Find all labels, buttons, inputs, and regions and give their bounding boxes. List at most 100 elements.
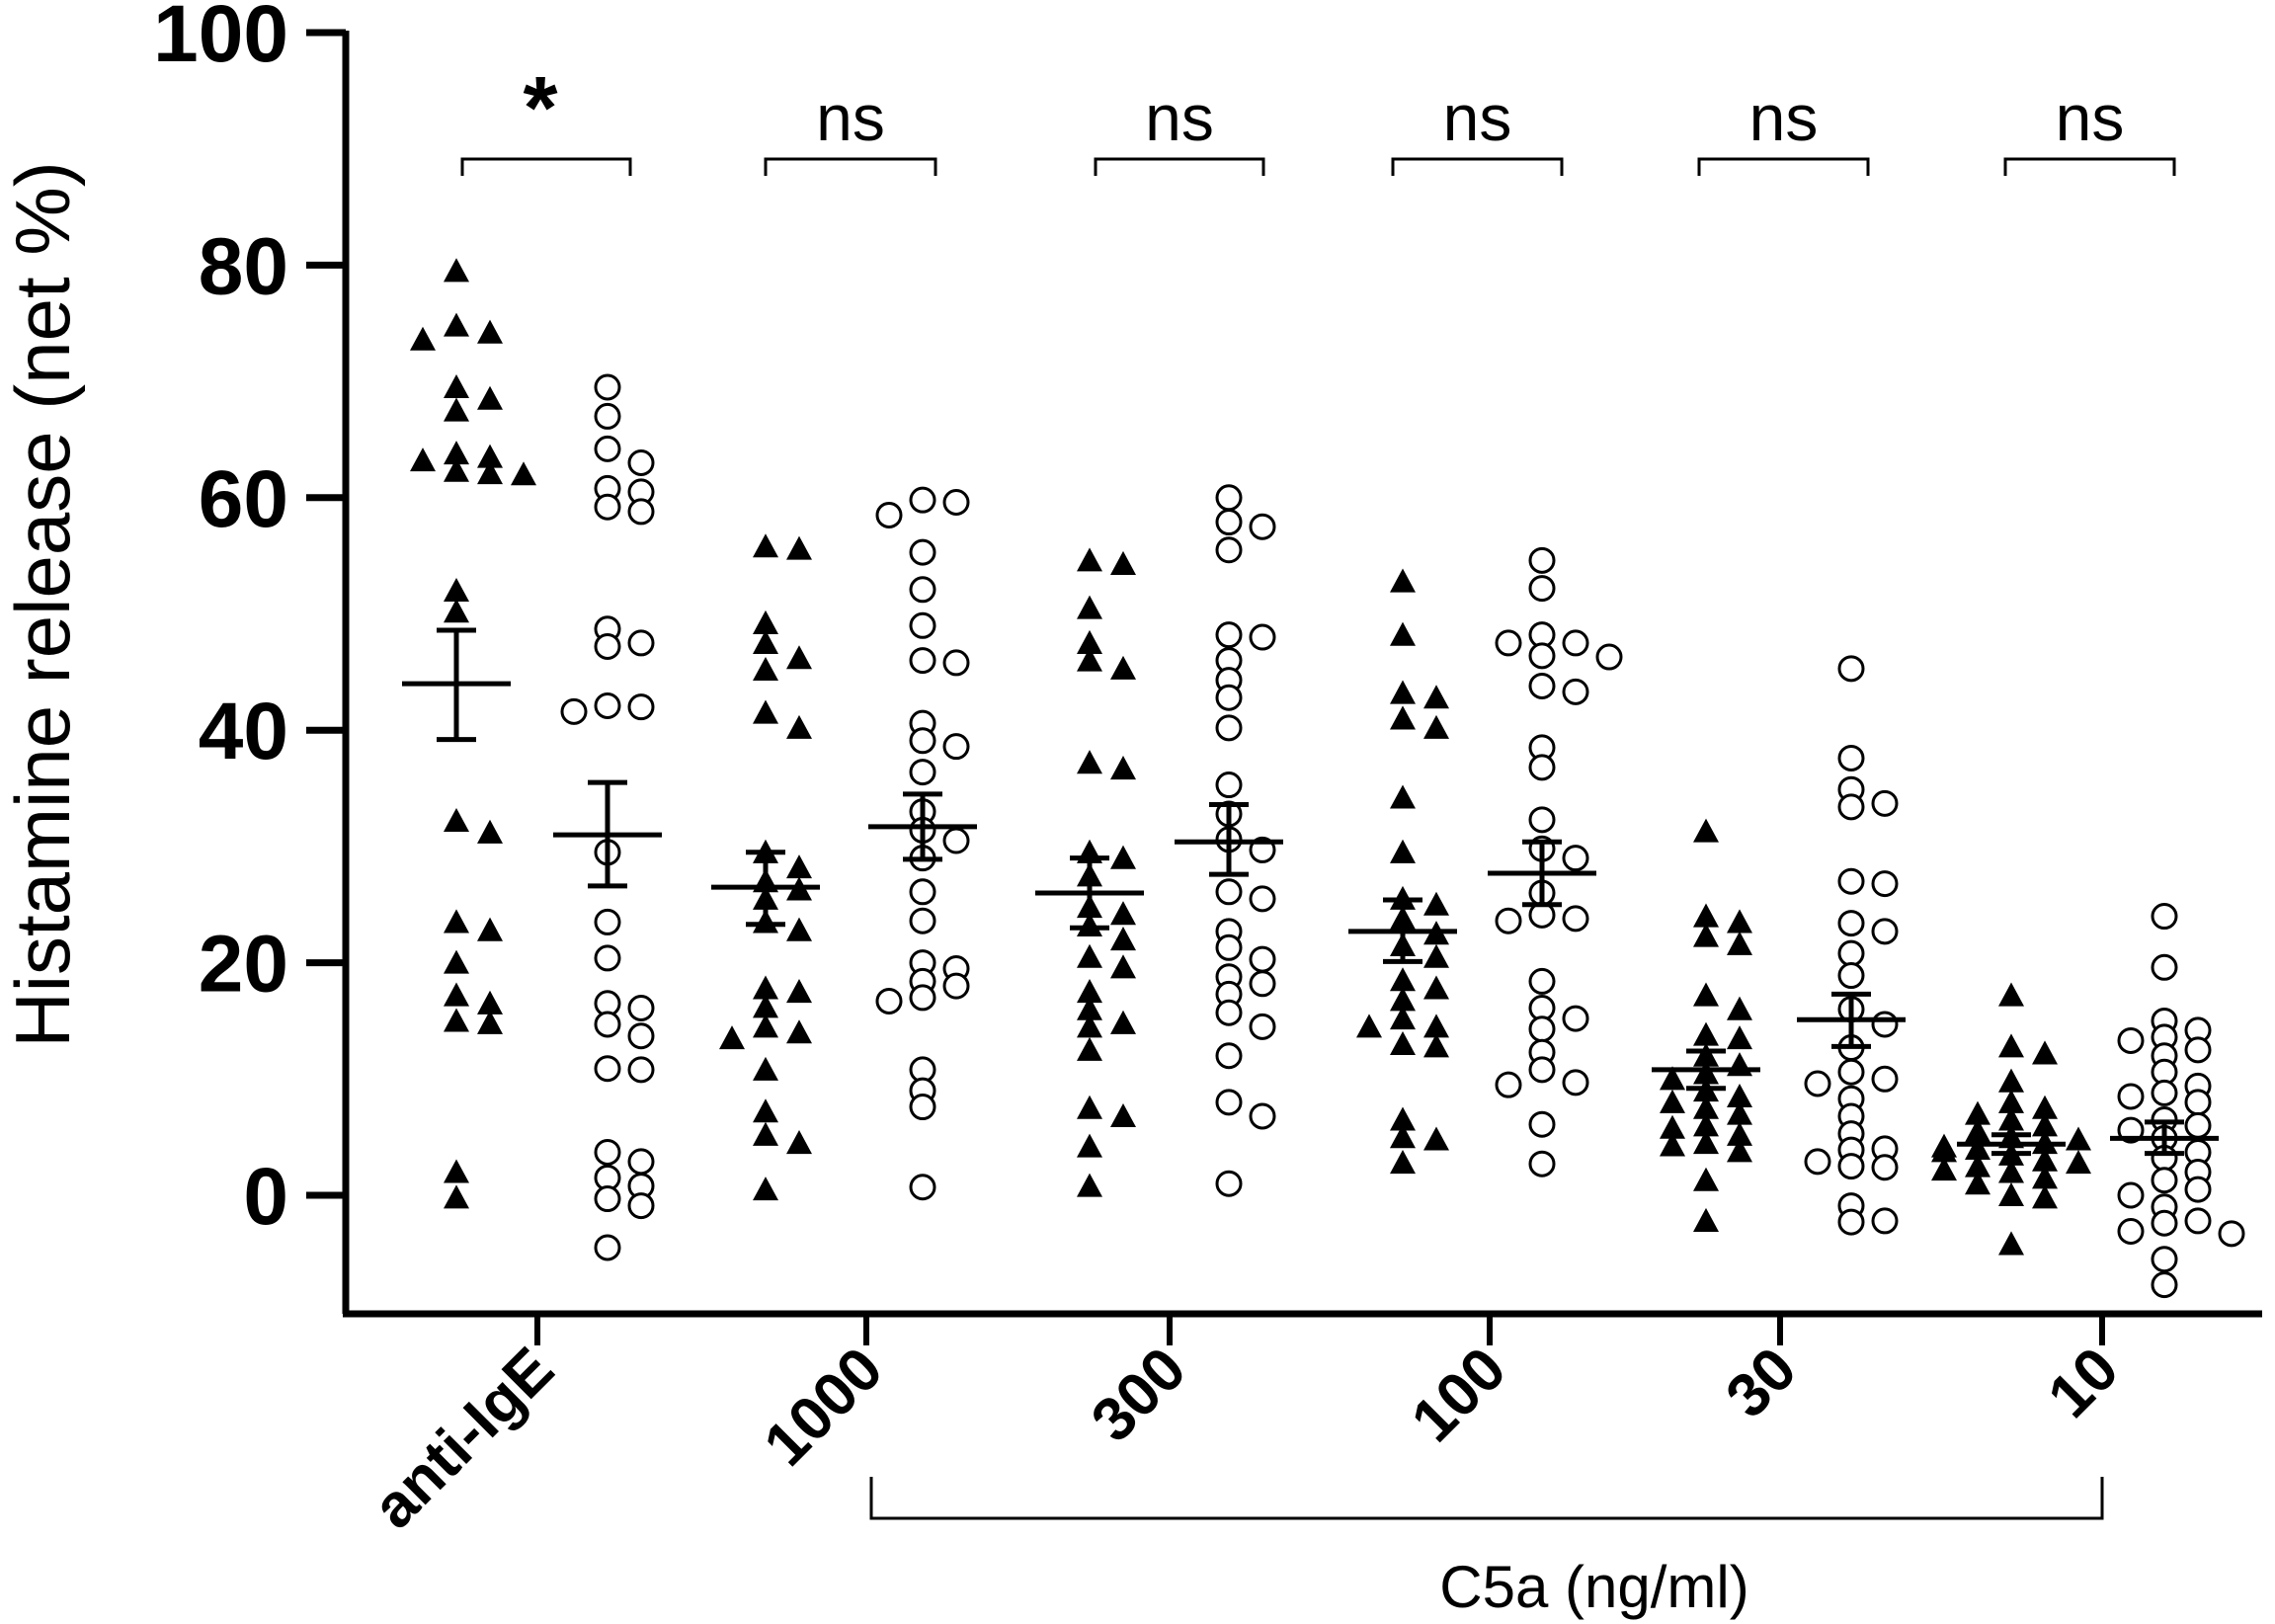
data-point-triangle xyxy=(786,854,812,879)
y-tick-label: 0 xyxy=(243,1152,288,1242)
data-point-triangle xyxy=(786,645,812,670)
data-point-circle xyxy=(594,1011,621,1038)
data-point-circle xyxy=(627,498,655,526)
data-point-circle xyxy=(2184,1036,2212,1064)
c5a-bracket xyxy=(869,1477,2104,1520)
data-point-triangle xyxy=(719,1025,745,1050)
data-point-circle xyxy=(2117,1083,2145,1110)
data-point-triangle xyxy=(1077,629,1102,654)
x-tick-label: 100 xyxy=(1399,1335,1519,1455)
data-point-circle xyxy=(2151,1246,2178,1273)
data-point-triangle xyxy=(753,994,778,1018)
data-point-triangle xyxy=(1110,655,1136,680)
data-point-circle xyxy=(1215,684,1243,711)
data-point-triangle xyxy=(1998,1068,2024,1093)
data-point-triangle xyxy=(1693,903,1719,928)
plot-area: 0 20 40 60 80 100 anti-IgE 1000 300 100 30 10 * ns ns n… xyxy=(153,0,2262,1542)
data-point-circle xyxy=(1215,878,1243,906)
data-point-triangle xyxy=(1423,891,1449,916)
data-point-circle xyxy=(1562,845,1589,872)
data-point-circle xyxy=(594,373,621,401)
data-point-circle xyxy=(627,629,655,657)
data-point-triangle xyxy=(444,1159,469,1183)
data-point-circle xyxy=(1249,1102,1276,1130)
data-point-circle xyxy=(909,647,936,675)
data-point-circle xyxy=(627,1192,655,1220)
x-tick-label: 300 xyxy=(1079,1335,1199,1455)
data-point-triangle xyxy=(1077,996,1102,1020)
data-point-triangle xyxy=(1727,1052,1752,1077)
data-point-triangle xyxy=(1077,1036,1102,1061)
data-point-triangle xyxy=(477,444,503,468)
data-point-triangle xyxy=(444,599,469,623)
data-point-circle xyxy=(1249,945,1276,973)
data-point-circle xyxy=(1215,1042,1243,1070)
data-point-triangle xyxy=(2032,1112,2058,1137)
data-point-triangle xyxy=(444,808,469,833)
data-point-triangle xyxy=(753,1056,778,1081)
data-point-circle xyxy=(1495,1071,1522,1098)
data-point-circle xyxy=(1528,806,1556,834)
data-point-triangle xyxy=(1423,1014,1449,1038)
data-point-circle xyxy=(1249,1013,1276,1040)
data-point-circle xyxy=(1215,621,1243,649)
data-point-triangle xyxy=(786,1019,812,1044)
data-point-triangle xyxy=(444,577,469,603)
data-point-triangle xyxy=(1693,1112,1719,1137)
data-point-triangle xyxy=(786,917,812,941)
data-point-triangle xyxy=(1660,1066,1685,1091)
data-point-triangle xyxy=(1390,621,1416,646)
data-point-triangle xyxy=(2032,1095,2058,1119)
data-point-circle xyxy=(1595,643,1623,671)
data-point-circle xyxy=(1528,754,1556,781)
data-point-triangle xyxy=(1390,839,1416,863)
data-point-circle xyxy=(1837,867,1865,895)
significance-bracket xyxy=(1697,157,1870,176)
data-point-triangle xyxy=(477,460,503,485)
significance-bracket xyxy=(2003,157,2176,176)
data-point-triangle xyxy=(1390,1030,1416,1056)
data-point-circle xyxy=(1215,714,1243,742)
data-point-circle xyxy=(594,1185,621,1213)
data-point-triangle xyxy=(444,909,469,934)
data-point-circle xyxy=(1249,885,1276,913)
data-point-triangle xyxy=(1693,1167,1719,1191)
data-point-triangle xyxy=(1390,568,1416,593)
data-point-triangle xyxy=(1693,1130,1719,1155)
data-point-circle xyxy=(909,611,936,639)
y-axis-title: Histamine release (net %) xyxy=(0,161,86,1047)
data-point-triangle xyxy=(1110,550,1136,575)
data-point-triangle xyxy=(1077,943,1102,968)
data-point-circle xyxy=(2151,953,2178,981)
data-point-triangle xyxy=(1110,927,1136,951)
x-tick-label: 10 xyxy=(2035,1335,2132,1431)
data-point-triangle xyxy=(753,1014,778,1038)
data-point-triangle xyxy=(1077,1095,1102,1119)
data-point-triangle xyxy=(1998,1182,2024,1207)
data-point-circle xyxy=(1215,771,1243,799)
data-point-triangle xyxy=(1423,1126,1449,1151)
data-point-circle xyxy=(2184,1207,2212,1235)
data-point-circle xyxy=(909,878,936,906)
data-point-triangle xyxy=(1931,1157,1957,1181)
data-point-circle xyxy=(1528,1150,1556,1177)
data-point-triangle xyxy=(1390,1106,1416,1131)
data-point-triangle xyxy=(1998,1106,2024,1131)
data-point-triangle xyxy=(2032,1040,2058,1065)
significance-label: ns xyxy=(1443,81,1512,154)
data-point-triangle xyxy=(477,819,503,844)
data-point-circle xyxy=(1528,672,1556,699)
data-point-triangle xyxy=(1727,909,1752,934)
data-point-triangle xyxy=(477,385,503,410)
data-point-triangle xyxy=(1077,595,1102,619)
data-point-triangle xyxy=(1423,1033,1449,1058)
data-point-circle xyxy=(942,972,970,1000)
data-point-triangle xyxy=(1077,647,1102,672)
data-point-triangle xyxy=(1423,943,1449,968)
significance-bracket xyxy=(460,157,632,176)
data-point-triangle xyxy=(753,609,778,634)
data-point-circle xyxy=(1528,1015,1556,1043)
data-point-circle xyxy=(875,501,903,528)
data-point-triangle xyxy=(2032,1184,2058,1209)
data-point-circle xyxy=(909,727,936,755)
